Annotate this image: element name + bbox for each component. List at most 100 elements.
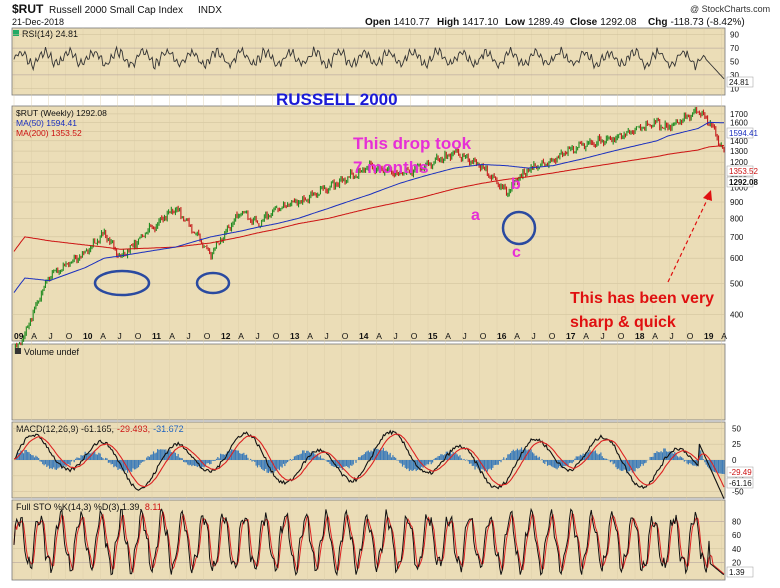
price-tick-label: 1200 xyxy=(730,158,748,167)
macd-hist-bar xyxy=(453,454,456,460)
macd-hist-bar xyxy=(605,458,607,460)
annotation-sharp-line1: This has been very xyxy=(570,290,714,307)
macd-hist-bar xyxy=(601,456,603,460)
macd-hist-bar xyxy=(594,450,597,460)
x-tick-label: O xyxy=(549,331,556,341)
svg-text:Full STO %K(14,3) %D(3) 1.39,8: Full STO %K(14,3) %D(3) 1.39, 8.11 xyxy=(16,502,162,512)
x-tick-label: 11 xyxy=(152,331,161,341)
macd-hist-bar xyxy=(678,457,680,460)
macd-hist-bar xyxy=(542,460,545,463)
macd-hist-bar xyxy=(519,449,521,460)
macd-hist-bar xyxy=(161,449,163,460)
price-tick-label: 1400 xyxy=(730,137,748,146)
macd-hist-bar xyxy=(74,458,77,460)
macd-hist-bar xyxy=(343,460,345,467)
macd-hist-bar xyxy=(508,454,510,460)
macd-hist-bar xyxy=(270,460,272,474)
macd-hist-bar xyxy=(395,457,397,460)
macd-hist-bar xyxy=(490,460,493,470)
macd-hist-bar xyxy=(323,459,326,460)
svg-text:1292.08: 1292.08 xyxy=(729,178,758,187)
x-tick-label: J xyxy=(463,331,467,341)
macd-hist-bar xyxy=(427,460,430,465)
macd-hist-bar xyxy=(251,460,253,462)
macd-hist-bar xyxy=(691,460,694,466)
macd-hist-bar xyxy=(523,448,525,460)
x-tick-label: A xyxy=(514,331,520,341)
price-tick-label: 700 xyxy=(730,233,744,242)
price-tick-label: 1300 xyxy=(730,147,748,156)
macd-hist-bar xyxy=(317,453,319,460)
macd-hist-bar xyxy=(583,454,586,460)
macd-hist-bar xyxy=(278,460,280,471)
macd-hist-bar xyxy=(497,460,499,465)
macd-hist-bar xyxy=(192,460,194,466)
macd-hist-bar xyxy=(642,460,644,466)
macd-hist-bar xyxy=(121,460,123,471)
x-tick-label: O xyxy=(135,331,142,341)
macd-hist-bar xyxy=(627,460,629,472)
macd-hist-bar xyxy=(42,460,44,465)
macd-hist-bar xyxy=(441,454,443,460)
macd-hist-bar xyxy=(304,452,306,460)
macd-hist-bar xyxy=(616,460,618,470)
macd-hist-bar xyxy=(722,460,724,474)
macd-hist-bar xyxy=(322,458,324,460)
macd-hist-bar xyxy=(581,455,583,460)
macd-hist-bar xyxy=(79,458,81,460)
macd-hist-bar xyxy=(507,454,509,460)
macd-hist-bar xyxy=(683,460,685,462)
macd-hist-bar xyxy=(486,460,488,472)
macd-hist-bar xyxy=(541,459,543,460)
macd-hist-bar xyxy=(499,460,501,462)
macd-hist-bar xyxy=(139,460,141,465)
macd-hist-bar xyxy=(92,451,94,460)
macd-hist-bar xyxy=(177,453,179,460)
macd-hist-bar xyxy=(436,457,438,460)
price-tick-label: 1000 xyxy=(730,183,748,192)
x-tick-label: J xyxy=(394,331,398,341)
macd-hist-bar xyxy=(687,460,690,465)
macd-hist-bar xyxy=(474,460,476,470)
x-tick-label: O xyxy=(342,331,349,341)
macd-hist-bar xyxy=(399,460,401,463)
macd-hist-bar xyxy=(114,460,116,467)
macd-hist-bar xyxy=(118,460,120,469)
macd-hist-bar xyxy=(479,460,482,473)
macd-hist-bar xyxy=(176,456,178,460)
x-tick-label: O xyxy=(204,331,211,341)
macd-hist-bar xyxy=(604,458,606,460)
macd-hist-bar xyxy=(618,460,620,469)
macd-hist-bar xyxy=(586,452,588,460)
macd-hist-bar xyxy=(166,451,168,460)
annotation-arrow-line xyxy=(667,197,709,283)
macd-hist-bar xyxy=(570,460,572,463)
macd-hist-bar xyxy=(653,452,655,460)
macd-hist-bar xyxy=(352,460,354,465)
svg-text:1.39: 1.39 xyxy=(729,568,745,577)
macd-last-badges: -29.49 -61.16 xyxy=(726,466,754,489)
macd-hist-bar xyxy=(70,460,73,462)
macd-hist-bar xyxy=(525,448,527,460)
macd-hist-bar xyxy=(128,460,130,471)
macd-hist-bar xyxy=(191,460,193,467)
macd-hist-bar xyxy=(527,449,529,460)
macd-hist-bar xyxy=(226,451,229,460)
price-bars xyxy=(14,106,725,354)
annotation-sharp-line2: sharp & quick xyxy=(570,314,676,331)
rsi-tick-label: 30 xyxy=(730,71,739,80)
macd-hist-bar xyxy=(693,460,695,466)
macd-hist-bar xyxy=(448,455,450,460)
rsi-tick-label: 90 xyxy=(730,31,739,40)
macd-hist-bar xyxy=(195,460,197,466)
chart-title: RUSSELL 2000 xyxy=(276,90,398,109)
price-tick-label: 500 xyxy=(730,279,744,288)
macd-hist-bar xyxy=(715,460,717,473)
macd-hist-bar xyxy=(167,449,170,460)
svg-text:Volume undef: Volume undef xyxy=(24,347,80,357)
macd-hist-bar xyxy=(111,460,114,465)
macd-hist-bar xyxy=(661,452,664,460)
macd-hist-bar xyxy=(679,456,681,460)
macd-hist-bar xyxy=(337,460,339,467)
